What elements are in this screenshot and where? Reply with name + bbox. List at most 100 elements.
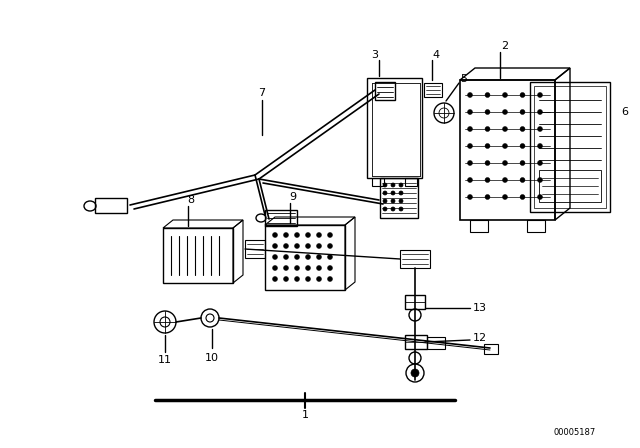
Circle shape xyxy=(538,143,543,148)
Circle shape xyxy=(485,160,490,165)
Circle shape xyxy=(520,177,525,182)
Circle shape xyxy=(485,92,490,98)
Circle shape xyxy=(273,233,278,237)
Circle shape xyxy=(520,92,525,98)
Circle shape xyxy=(305,233,310,237)
Text: 13: 13 xyxy=(473,303,487,313)
Circle shape xyxy=(284,266,289,271)
Circle shape xyxy=(520,143,525,148)
Bar xyxy=(534,86,606,208)
Text: 6: 6 xyxy=(621,107,628,117)
Text: 11: 11 xyxy=(158,355,172,365)
Circle shape xyxy=(502,160,508,165)
Circle shape xyxy=(273,244,278,249)
Bar xyxy=(372,178,384,186)
Circle shape xyxy=(391,183,395,187)
Circle shape xyxy=(391,191,395,195)
Text: 12: 12 xyxy=(473,333,487,343)
Circle shape xyxy=(538,194,543,199)
Circle shape xyxy=(520,109,525,115)
Circle shape xyxy=(317,276,321,281)
Circle shape xyxy=(273,266,278,271)
Circle shape xyxy=(538,126,543,132)
Bar xyxy=(163,228,233,283)
Circle shape xyxy=(284,244,289,249)
Circle shape xyxy=(467,126,472,132)
Circle shape xyxy=(383,199,387,203)
Circle shape xyxy=(317,233,321,237)
Bar xyxy=(405,178,417,186)
Circle shape xyxy=(502,194,508,199)
Circle shape xyxy=(273,276,278,281)
Circle shape xyxy=(485,143,490,148)
Bar xyxy=(484,344,498,354)
Circle shape xyxy=(294,276,300,281)
Circle shape xyxy=(328,266,333,271)
Circle shape xyxy=(294,244,300,249)
Circle shape xyxy=(467,92,472,98)
Bar xyxy=(95,198,127,213)
Bar xyxy=(265,210,297,226)
Text: 8: 8 xyxy=(188,195,195,205)
Circle shape xyxy=(467,194,472,199)
Circle shape xyxy=(328,276,333,281)
Bar xyxy=(367,78,422,178)
Text: 9: 9 xyxy=(289,192,296,202)
Bar xyxy=(380,178,418,218)
Circle shape xyxy=(485,194,490,199)
Circle shape xyxy=(328,244,333,249)
Circle shape xyxy=(399,183,403,187)
Circle shape xyxy=(294,266,300,271)
Bar xyxy=(405,295,425,309)
Circle shape xyxy=(284,233,289,237)
Circle shape xyxy=(467,177,472,182)
Bar xyxy=(470,220,488,232)
Circle shape xyxy=(467,160,472,165)
Text: 3: 3 xyxy=(371,50,378,60)
Circle shape xyxy=(399,207,403,211)
Text: 00005187: 00005187 xyxy=(554,427,596,436)
Circle shape xyxy=(538,92,543,98)
Circle shape xyxy=(305,266,310,271)
Circle shape xyxy=(485,177,490,182)
Bar xyxy=(375,82,395,100)
Circle shape xyxy=(502,126,508,132)
Circle shape xyxy=(502,92,508,98)
Text: 1: 1 xyxy=(301,410,308,420)
Text: 2: 2 xyxy=(501,41,509,51)
Bar xyxy=(539,170,601,202)
Circle shape xyxy=(328,254,333,259)
Circle shape xyxy=(383,207,387,211)
Circle shape xyxy=(391,199,395,203)
Circle shape xyxy=(294,233,300,237)
Circle shape xyxy=(383,183,387,187)
Circle shape xyxy=(502,177,508,182)
Circle shape xyxy=(411,369,419,377)
Circle shape xyxy=(467,143,472,148)
Circle shape xyxy=(273,254,278,259)
Text: 4: 4 xyxy=(433,50,440,60)
Circle shape xyxy=(317,244,321,249)
Circle shape xyxy=(383,191,387,195)
Circle shape xyxy=(399,191,403,195)
Circle shape xyxy=(520,194,525,199)
Circle shape xyxy=(328,233,333,237)
Circle shape xyxy=(502,143,508,148)
Circle shape xyxy=(399,199,403,203)
Circle shape xyxy=(538,109,543,115)
Circle shape xyxy=(305,254,310,259)
Text: 7: 7 xyxy=(259,88,266,98)
Bar xyxy=(527,220,545,232)
Bar xyxy=(424,83,442,97)
Circle shape xyxy=(485,126,490,132)
Circle shape xyxy=(317,254,321,259)
Circle shape xyxy=(467,109,472,115)
Bar xyxy=(400,250,430,268)
Circle shape xyxy=(391,207,395,211)
Circle shape xyxy=(294,254,300,259)
Bar xyxy=(245,240,265,258)
Bar xyxy=(427,337,445,349)
Bar xyxy=(265,225,345,290)
Circle shape xyxy=(538,177,543,182)
Bar xyxy=(405,335,427,349)
